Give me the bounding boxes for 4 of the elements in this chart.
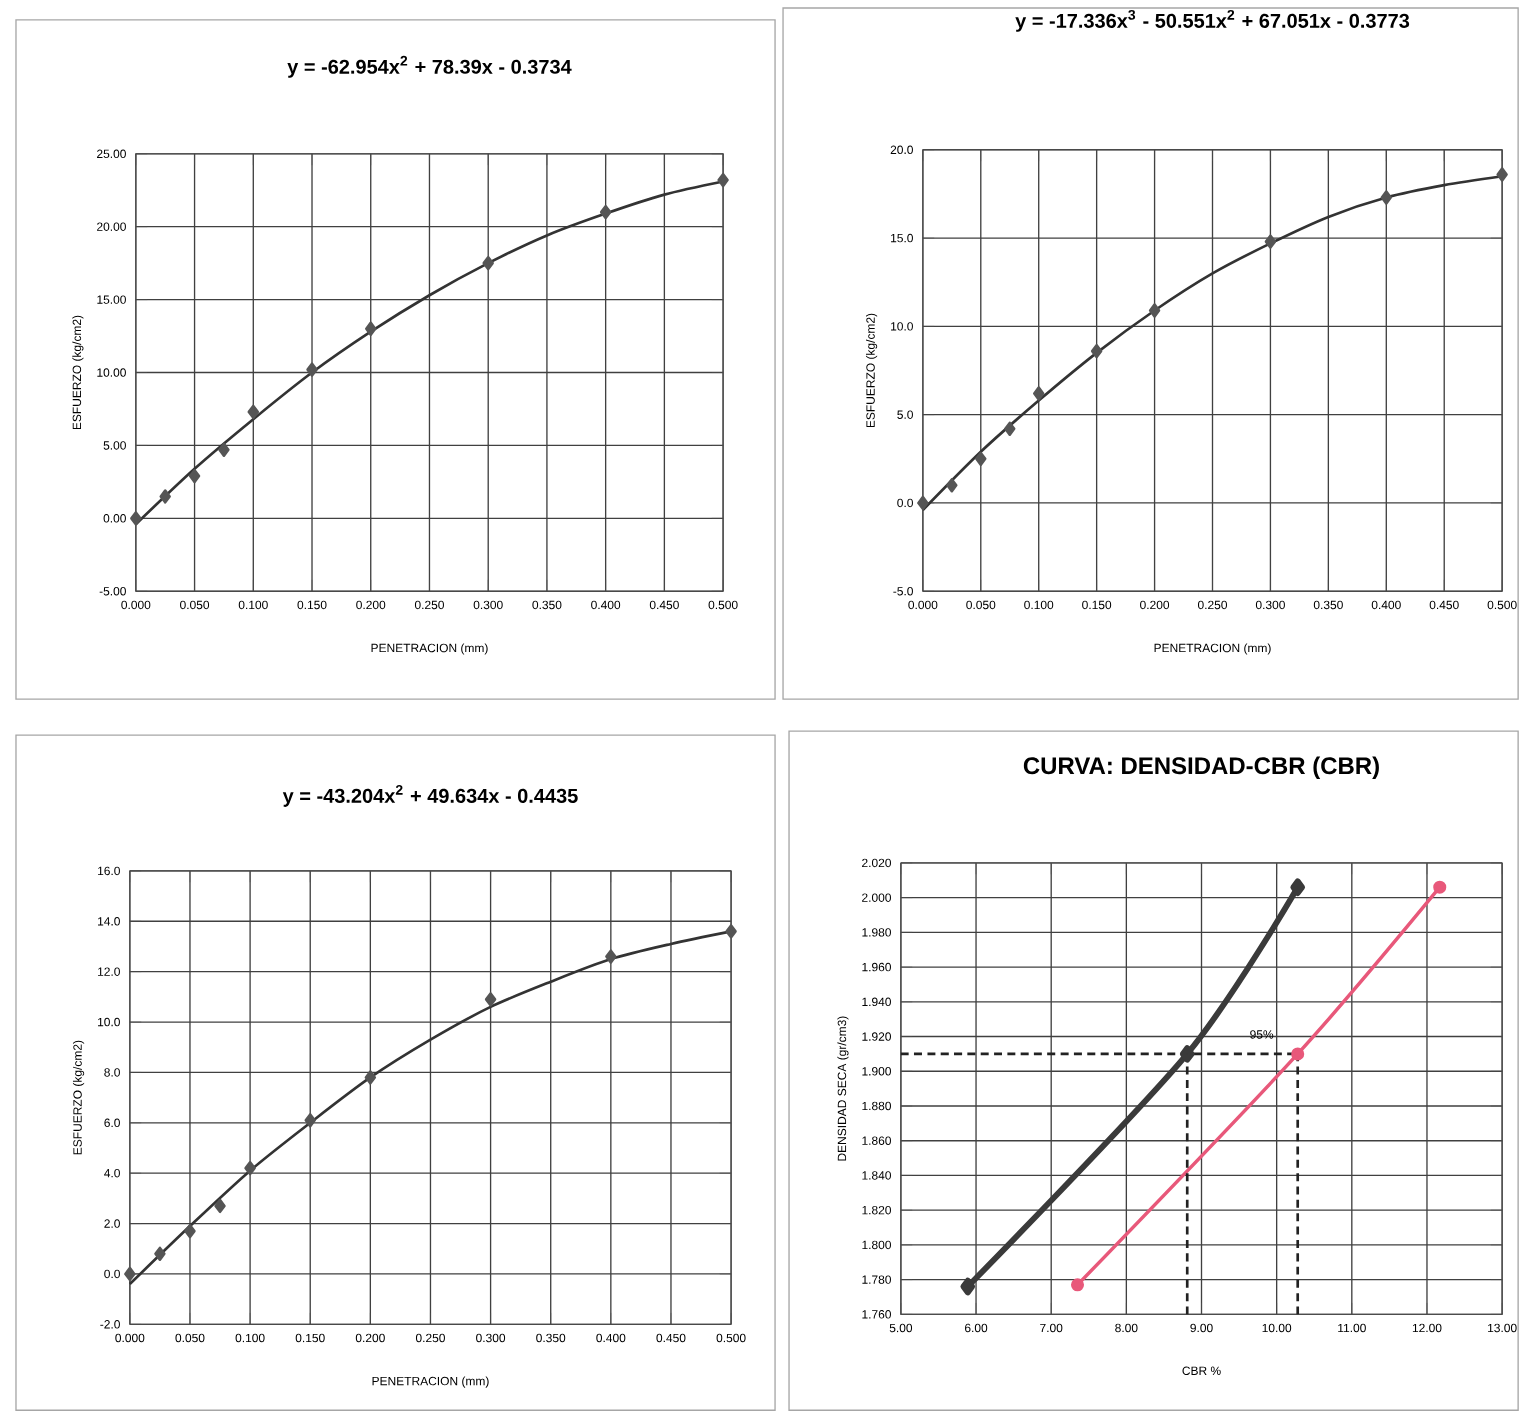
chart-title: y = -17.336x$^{3}$ - 50.551x$^{2}$ + 67.051x - 0.3773 bbox=[1015, 9, 1410, 32]
chart-title: y = -43.204x$^{2}$ + 49.634x - 0.4435 bbox=[282, 784, 578, 807]
chart-title: y = -62.954x$^{2}$ + 78.39x - 0.3734 bbox=[287, 55, 572, 78]
chart-title: CURVA: DENSIDAD-CBR (CBR) bbox=[1023, 756, 1379, 779]
